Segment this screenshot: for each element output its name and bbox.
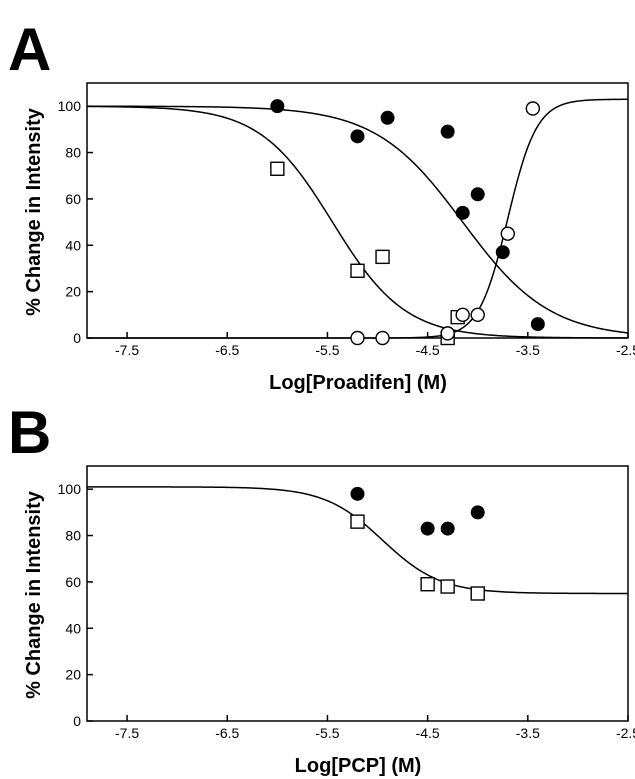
panel-b-point-open-square (470, 586, 485, 601)
panel-a-plot-frame (86, 82, 629, 339)
panel-a-y-tick-label: 0 (73, 330, 81, 346)
panel-a-point-open-circle (375, 330, 390, 346)
panel-b-y-tick-label: 40 (65, 620, 81, 636)
panel-a-x-tick-label: -6.5 (215, 342, 239, 358)
panel-a-point-filled-circle (270, 99, 285, 114)
panel-b-point-filled-circle (350, 486, 365, 501)
panel-a-point-filled-circle (455, 205, 470, 220)
panel-a-point-open-square (375, 249, 390, 265)
panel-a-point-filled-circle (495, 245, 510, 260)
panel-b-x-axis-title: Log[PCP] (M) (295, 755, 422, 777)
panel-b-y-tick-label: 60 (65, 574, 81, 590)
panel-a-y-axis-title: % Change in Intensity (23, 107, 45, 316)
panel-a-point-open-circle (470, 307, 485, 323)
panel-a-point-open-square (270, 161, 285, 176)
panel-b-y-tick-label: 20 (65, 667, 81, 683)
panel-a-x-tick-label: -7.5 (115, 342, 139, 358)
panel-b-x-tick-label: -4.5 (416, 725, 440, 741)
panel-b: B % Change in Intensity Log[PCP] (M) -7.… (8, 399, 635, 777)
panel-b-point-open-square (440, 579, 455, 594)
panel-a-label: A (8, 16, 51, 83)
panel-b-x-tick-label: -2.5 (616, 725, 635, 741)
panel-a-point-open-circle (525, 101, 541, 116)
panel-a-y-tick-label: 60 (65, 191, 81, 207)
panel-b-plot: -7.5 -6.5 -5.5 -4.5 -3.5 -2.5 0 20 40 60 80 100 (58, 481, 635, 741)
panel-a-x-tick-label: -2.5 (616, 342, 635, 358)
panel-a-fit-curve-filled-circle (87, 105, 629, 334)
panel-a-x-axis-title: Log[Proadifen] (M) (269, 372, 447, 394)
panel-a-point-open-circle (455, 307, 470, 323)
panel-a-x-tick-label: -4.5 (416, 342, 440, 358)
panel-a-point-filled-circle (440, 124, 455, 139)
panel-b-y-tick-label: 80 (65, 528, 81, 544)
panel-a-point-filled-circle (380, 110, 395, 125)
panel-b-label: B (8, 399, 51, 466)
panel-a-y-tick-label: 80 (65, 145, 81, 161)
panel-a-fit-curve-open-square (86, 105, 628, 339)
panel-a-point-filled-circle (470, 187, 485, 202)
panel-b-x-tick-label: -5.5 (315, 725, 339, 741)
panel-b-y-axis-title: % Change in Intensity (23, 490, 45, 699)
panel-a-point-filled-circle (350, 129, 365, 144)
panel-b-point-filled-circle (470, 505, 485, 520)
panel-a-y-tick-label: 100 (58, 98, 82, 114)
panel-a-y-tick-label: 20 (65, 284, 81, 300)
panel-b-point-open-square (420, 577, 435, 592)
panel-a-point-open-circle (500, 226, 515, 241)
panel-a-x-tick-label: -3.5 (516, 342, 540, 358)
panel-b-point-filled-circle (440, 521, 455, 536)
panel-a: A % Change in Intensity Log[Proadifen] (… (8, 16, 635, 394)
panel-b-y-tick-label: 100 (58, 481, 82, 497)
panel-b-x-tick-label: -3.5 (516, 725, 540, 741)
panel-b-point-filled-circle (420, 521, 435, 536)
panel-a-point-open-circle (350, 330, 365, 346)
panel-b-x-tick-label: -6.5 (215, 725, 239, 741)
panel-b-y-tick-label: 0 (73, 713, 81, 729)
panel-a-point-open-square (350, 263, 365, 278)
panel-a-point-filled-circle (530, 317, 545, 332)
panel-a-y-tick-label: 40 (65, 237, 81, 253)
panel-b-point-open-square (350, 514, 365, 529)
panel-a-plot: -7.5 -6.5 -5.5 -4.5 -3.5 -2.5 0 20 40 60 80 100 (58, 98, 635, 358)
panel-a-point-open-circle (440, 326, 455, 341)
panel-b-x-tick-label: -7.5 (115, 725, 139, 741)
panel-a-x-tick-label: -5.5 (315, 342, 339, 358)
panel-b-fit-curve-open-square (87, 486, 628, 595)
